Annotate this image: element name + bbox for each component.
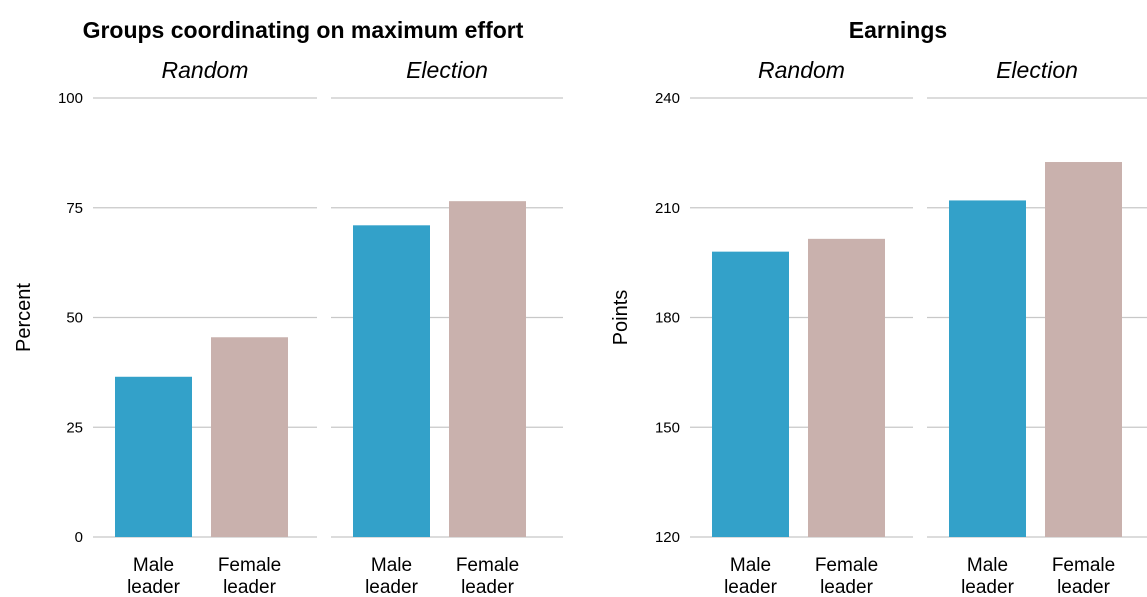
earnings-chart-y-tick-label: 210 bbox=[655, 200, 680, 217]
percent-chart-y-tick-label: 75 bbox=[66, 200, 83, 217]
earnings-chart-x-tick-label: Female leader bbox=[1052, 555, 1115, 597]
earnings-chart-bar bbox=[949, 200, 1026, 537]
earnings-chart-y-tick-label: 180 bbox=[655, 310, 680, 327]
percent-chart-bar bbox=[211, 337, 288, 537]
earnings-chart-bar bbox=[712, 251, 789, 537]
earnings-chart-y-tick-label: 120 bbox=[655, 529, 680, 546]
percent-chart-x-tick-label: Female leader bbox=[218, 555, 281, 597]
percent-chart-y-tick-label: 0 bbox=[75, 529, 83, 546]
earnings-chart-x-tick-label: Male leader bbox=[724, 555, 777, 597]
percent-chart-y-tick-label: 25 bbox=[66, 419, 83, 436]
percent-chart-bar bbox=[353, 225, 430, 537]
percent-chart-y-tick-label: 50 bbox=[66, 310, 83, 327]
earnings-chart-y-tick-label: 150 bbox=[655, 419, 680, 436]
percent-chart-facet-label: Election bbox=[406, 57, 488, 83]
percent-chart-facet-label: Random bbox=[162, 57, 249, 83]
percent-chart-bar bbox=[449, 201, 526, 538]
earnings-chart-title: Earnings bbox=[849, 17, 947, 43]
percent-chart-bar bbox=[115, 376, 192, 537]
percent-chart-y-axis-label: Percent bbox=[13, 283, 35, 352]
earnings-chart-x-tick-label: Female leader bbox=[815, 555, 878, 597]
earnings-chart-y-tick-label: 240 bbox=[655, 90, 680, 107]
earnings-chart-x-tick-label: Male leader bbox=[961, 555, 1014, 597]
earnings-chart-bar bbox=[808, 238, 885, 538]
earnings-chart-bar bbox=[1045, 162, 1122, 538]
percent-chart-title: Groups coordinating on maximum effort bbox=[83, 17, 524, 43]
earnings-chart-facet-label: Election bbox=[996, 57, 1078, 83]
percent-chart-x-tick-label: Male leader bbox=[365, 555, 418, 597]
earnings-chart-facet-label: Random bbox=[758, 57, 845, 83]
percent-chart-x-tick-label: Female leader bbox=[456, 555, 519, 597]
percent-chart-y-tick-label: 100 bbox=[58, 90, 83, 107]
percent-chart-x-tick-label: Male leader bbox=[127, 555, 180, 597]
earnings-chart-y-axis-label: Points bbox=[610, 290, 632, 346]
